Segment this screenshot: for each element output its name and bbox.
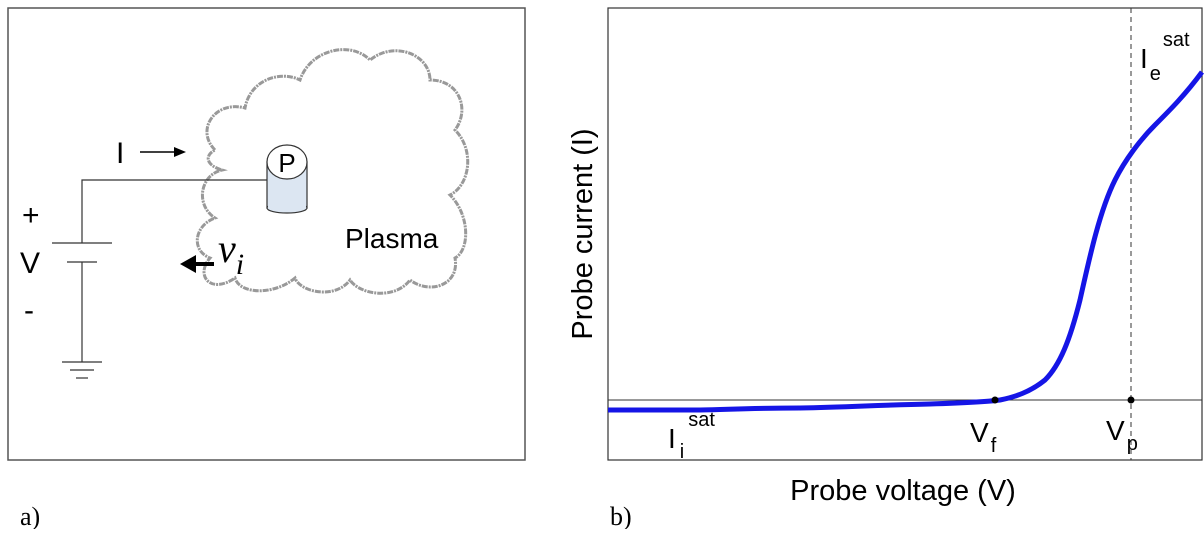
- ion-velocity-sub: i: [236, 248, 244, 281]
- ion-velocity-main: v: [218, 226, 236, 271]
- panel-a-caption: a): [20, 502, 40, 529]
- vp-sub: p: [1127, 433, 1138, 455]
- plasma-label: Plasma: [345, 223, 439, 254]
- e-sat-main: I: [1140, 43, 1148, 74]
- probe-fill: [268, 200, 306, 208]
- probe-top: [266, 144, 308, 180]
- current-arrowhead: [174, 147, 186, 157]
- ion-sat-sub: i: [680, 441, 684, 463]
- e-sat-sup: sat: [1163, 29, 1190, 51]
- vp-main: V: [1106, 415, 1125, 446]
- velocity-arrowhead: [180, 255, 196, 273]
- probe-label: P: [278, 148, 295, 178]
- vf-main: V: [970, 417, 989, 448]
- ion-sat-sup: sat: [688, 409, 715, 431]
- iv-curve: [608, 70, 1204, 413]
- y-axis-label: Probe current (I): [567, 128, 599, 339]
- floating-point: [991, 396, 999, 404]
- current-label: I: [116, 137, 124, 170]
- panel-b-caption: b): [610, 502, 632, 529]
- ion-velocity: vi: [218, 226, 244, 281]
- voltage-label: V: [20, 247, 40, 280]
- panel-b-frame: [607, 7, 1203, 461]
- vf-sub: f: [991, 435, 997, 457]
- plasma-cloud: [195, 48, 470, 295]
- ion-sat-main: I: [668, 423, 676, 454]
- x-axis-label: Probe voltage (V): [790, 475, 1016, 507]
- wire: [81, 179, 267, 243]
- plus-sign: +: [22, 199, 40, 232]
- minus-sign: -: [24, 294, 34, 327]
- plasma-point: [1127, 396, 1135, 404]
- e-sat-sub: e: [1150, 63, 1161, 85]
